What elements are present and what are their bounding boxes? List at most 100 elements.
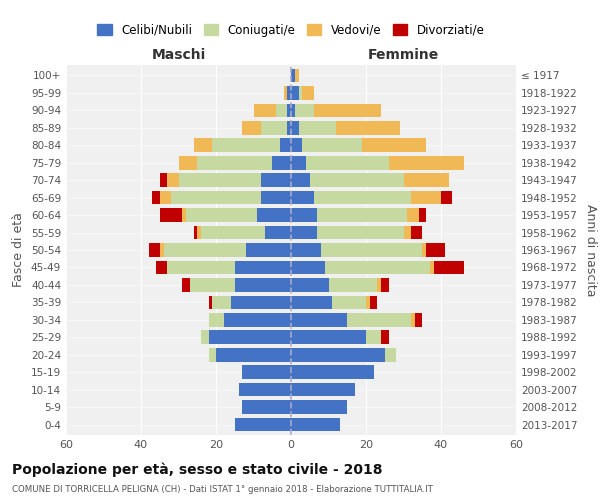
- Bar: [321, 243, 422, 257]
- Bar: [254, 104, 276, 117]
- Bar: [295, 68, 299, 82]
- Bar: [291, 174, 310, 187]
- Bar: [291, 68, 295, 82]
- Bar: [291, 296, 332, 309]
- Bar: [197, 156, 272, 170]
- Bar: [385, 348, 396, 362]
- Bar: [317, 226, 404, 239]
- Bar: [272, 156, 291, 170]
- Bar: [411, 313, 415, 326]
- Bar: [149, 243, 160, 257]
- Bar: [291, 138, 302, 152]
- Bar: [216, 348, 291, 362]
- Bar: [377, 278, 381, 291]
- Bar: [291, 400, 347, 414]
- Bar: [332, 296, 366, 309]
- Bar: [302, 138, 362, 152]
- Bar: [407, 208, 419, 222]
- Bar: [242, 366, 291, 379]
- Text: Popolazione per età, sesso e stato civile - 2018: Popolazione per età, sesso e stato civil…: [12, 462, 383, 477]
- Bar: [291, 208, 317, 222]
- Bar: [276, 104, 287, 117]
- Bar: [291, 348, 385, 362]
- Bar: [182, 208, 186, 222]
- Bar: [261, 191, 291, 204]
- Bar: [156, 260, 167, 274]
- Bar: [291, 156, 306, 170]
- Bar: [231, 296, 291, 309]
- Bar: [366, 330, 381, 344]
- Bar: [317, 208, 407, 222]
- Bar: [179, 174, 261, 187]
- Bar: [160, 191, 171, 204]
- Bar: [287, 121, 291, 134]
- Bar: [381, 278, 389, 291]
- Bar: [201, 226, 265, 239]
- Bar: [366, 296, 370, 309]
- Bar: [246, 243, 291, 257]
- Bar: [160, 208, 182, 222]
- Bar: [291, 226, 317, 239]
- Bar: [441, 191, 452, 204]
- Bar: [302, 86, 314, 100]
- Bar: [193, 138, 212, 152]
- Bar: [209, 313, 223, 326]
- Bar: [209, 348, 216, 362]
- Bar: [160, 174, 167, 187]
- Bar: [186, 208, 257, 222]
- Bar: [347, 313, 411, 326]
- Bar: [291, 330, 366, 344]
- Bar: [167, 174, 179, 187]
- Bar: [411, 226, 422, 239]
- Bar: [171, 191, 261, 204]
- Y-axis label: Fasce di età: Fasce di età: [13, 212, 25, 288]
- Bar: [291, 383, 355, 396]
- Text: COMUNE DI TORRICELLA PELIGNA (CH) - Dati ISTAT 1° gennaio 2018 - Elaborazione TU: COMUNE DI TORRICELLA PELIGNA (CH) - Dati…: [12, 485, 433, 494]
- Bar: [306, 156, 389, 170]
- Bar: [310, 174, 404, 187]
- Bar: [404, 226, 411, 239]
- Bar: [182, 278, 190, 291]
- Bar: [291, 86, 299, 100]
- Bar: [422, 243, 426, 257]
- Bar: [265, 226, 291, 239]
- Bar: [291, 191, 314, 204]
- Bar: [209, 330, 291, 344]
- Bar: [163, 243, 246, 257]
- Bar: [287, 86, 291, 100]
- Bar: [152, 191, 160, 204]
- Bar: [325, 260, 430, 274]
- Bar: [389, 156, 464, 170]
- Bar: [197, 226, 201, 239]
- Bar: [235, 260, 291, 274]
- Bar: [284, 86, 287, 100]
- Bar: [370, 296, 377, 309]
- Bar: [426, 243, 445, 257]
- Bar: [419, 208, 426, 222]
- Bar: [242, 400, 291, 414]
- Bar: [223, 313, 291, 326]
- Bar: [362, 138, 426, 152]
- Bar: [291, 104, 295, 117]
- Bar: [430, 260, 433, 274]
- Text: Femmine: Femmine: [368, 48, 439, 62]
- Bar: [291, 243, 321, 257]
- Bar: [433, 260, 464, 274]
- Bar: [261, 174, 291, 187]
- Bar: [212, 296, 231, 309]
- Bar: [190, 278, 235, 291]
- Bar: [291, 313, 347, 326]
- Bar: [291, 260, 325, 274]
- Bar: [415, 313, 422, 326]
- Text: Maschi: Maschi: [151, 48, 206, 62]
- Bar: [261, 121, 287, 134]
- Bar: [179, 156, 197, 170]
- Bar: [212, 138, 280, 152]
- Bar: [242, 121, 261, 134]
- Bar: [295, 104, 314, 117]
- Bar: [160, 243, 163, 257]
- Bar: [299, 121, 336, 134]
- Bar: [209, 296, 212, 309]
- Bar: [314, 104, 381, 117]
- Bar: [381, 330, 389, 344]
